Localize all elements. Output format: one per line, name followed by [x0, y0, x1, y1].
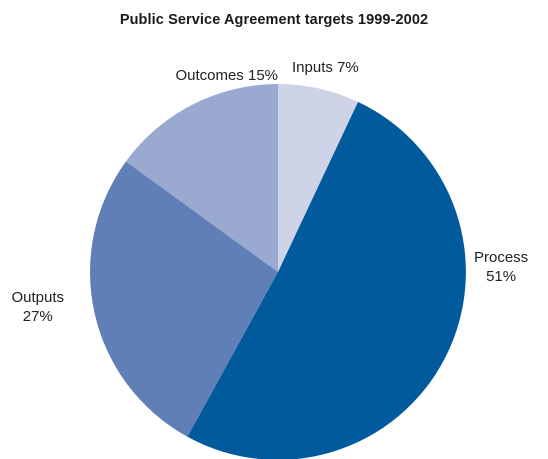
slice-label-process: Process 51% — [474, 248, 528, 286]
slice-label-process-name: Process — [474, 249, 529, 266]
pie-slice-inputs — [278, 83, 359, 272]
slice-label-process-value: 51% — [486, 268, 517, 285]
slice-label-outputs-name: Outputs — [11, 289, 64, 306]
slice-label-outputs: Outputs 27% — [11, 288, 64, 326]
slice-label-outputs-value: 27% — [22, 308, 53, 325]
pie-slice-outputs — [89, 161, 278, 437]
pie-slice-outcomes — [125, 84, 279, 272]
pie-slice-process — [187, 101, 466, 459]
chart-title: Public Service Agreement targets 1999-20… — [119, 12, 429, 28]
slice-label-outcomes: Outcomes 15% — [175, 67, 278, 84]
slice-label-inputs: Inputs 7% — [292, 59, 359, 76]
